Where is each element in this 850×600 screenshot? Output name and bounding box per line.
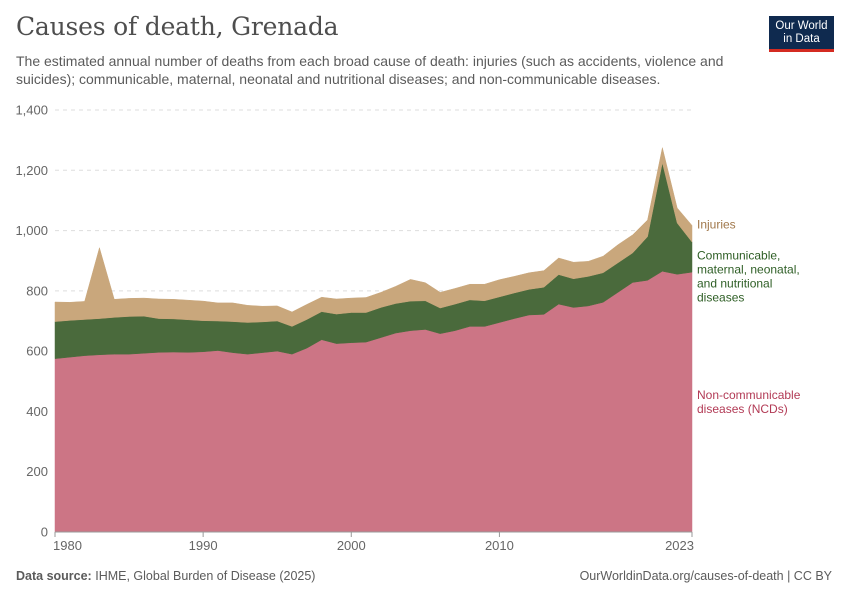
- y-tick-label: 400: [26, 404, 48, 419]
- x-tick-label: 1980: [53, 538, 82, 553]
- series-labels: Non-communicable diseases (NCDs) Communica…: [697, 217, 801, 416]
- x-tick-label: 2000: [337, 538, 366, 553]
- x-tick-label: 2023: [665, 538, 694, 553]
- x-tick-label: 2010: [485, 538, 514, 553]
- source-text: IHME, Global Burden of Disease (2025): [95, 569, 316, 583]
- y-tick-label: 1,400: [15, 103, 48, 118]
- axes: 1980 1990 2000 2010 2023: [53, 531, 694, 553]
- series-label-3: Injuries: [697, 217, 736, 231]
- footer-url[interactable]: OurWorldinData.org/causes-of-death | CC …: [579, 569, 832, 583]
- y-tick-label: 0: [41, 525, 48, 540]
- area-series-group: [54, 147, 693, 533]
- series-label-2: Communicable, maternal, neonatal, and nutr…: [697, 248, 800, 304]
- stacked-area-chart[interactable]: 0 200 400 600 800 1,000 1,200 1,400 1980 1990 200…: [0, 0, 850, 560]
- footer-source: Data source: IHME, Global Burden of Dise…: [16, 569, 315, 583]
- chart-subtitle: The estimated annual number of deaths fr…: [16, 53, 724, 87]
- y-tick-label: 600: [26, 344, 48, 359]
- chart-title: Causes of death, Grenada: [16, 12, 339, 41]
- x-tick-label: 1990: [189, 538, 218, 553]
- y-tick-label: 800: [26, 283, 48, 298]
- logo-line-2: in Data: [783, 33, 820, 45]
- y-tick-label: 200: [26, 464, 48, 479]
- y-tick-label: 1,000: [15, 223, 48, 238]
- logo-line-1: Our World: [775, 20, 828, 32]
- source-label: Data source:: [16, 569, 92, 583]
- series-label-1: Non-communicable diseases (NCDs): [697, 388, 801, 416]
- area-series-3[interactable]: [54, 147, 693, 327]
- y-tick-label: 1,200: [15, 163, 48, 178]
- owid-logo[interactable]: Our World in Data: [769, 16, 834, 52]
